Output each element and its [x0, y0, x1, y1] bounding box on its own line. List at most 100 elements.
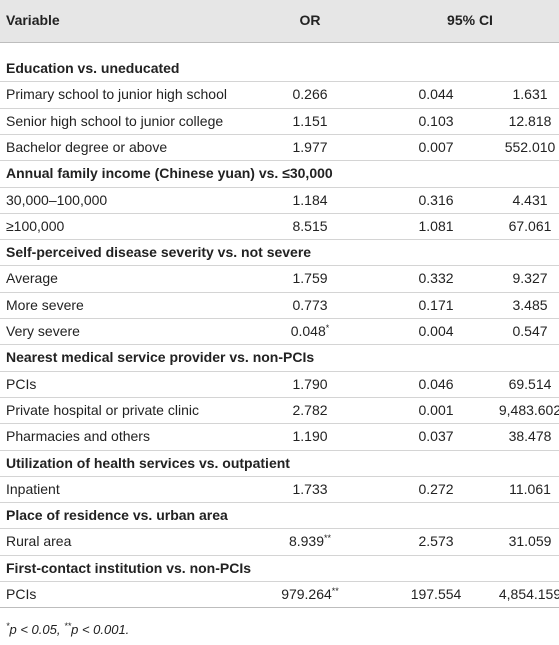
cell: 552.010 [504, 138, 556, 155]
footnote-text: p < 0.001. [71, 622, 130, 638]
cell-value: 0.048 [290, 323, 326, 339]
row-separator [0, 318, 559, 319]
cell: 2.573 [418, 533, 454, 550]
cell: 3.485 [512, 296, 548, 313]
cell: 0.266 [292, 86, 328, 103]
cell: 0.001 [418, 401, 454, 418]
cell: 67.061 [508, 217, 552, 234]
cell: 1.790 [292, 375, 328, 392]
significance-mark: ** [331, 586, 339, 596]
row-label: Very severe [6, 323, 80, 339]
row-separator [0, 554, 559, 556]
section-label: Annual family income (Chinese yuan) vs. … [6, 165, 333, 182]
cell: 38.478 [508, 428, 552, 445]
row-label: Bachelor degree or above [6, 138, 168, 155]
row-separator [0, 581, 559, 582]
row-separator [0, 212, 559, 214]
cell: 0.272 [418, 480, 454, 497]
row-separator [0, 160, 559, 162]
cell: 11.061 [509, 480, 551, 497]
header-cell: OR [299, 12, 321, 28]
row-label: ≥100,000 [6, 217, 65, 234]
cell: 1.977 [292, 138, 328, 155]
cell: 0.044 [418, 86, 454, 103]
cell: 1.733 [292, 480, 328, 497]
cell: 31.059 [508, 533, 552, 550]
footnote-mark: ** [64, 621, 72, 632]
section-label: Nearest medical service provider vs. non… [6, 349, 315, 366]
cell: 1.631 [512, 86, 548, 103]
row-separator [0, 186, 559, 188]
cell: 69.514 [508, 375, 552, 392]
row-separator [0, 81, 559, 83]
cell: 0.007 [418, 138, 454, 155]
header-cell: 95% CI [447, 12, 493, 28]
row-label: Rural area [6, 533, 72, 550]
cell: 9,483.602 [498, 401, 559, 418]
row-label: Average [6, 270, 58, 287]
cell: 0.037 [418, 428, 454, 445]
row-label: Senior high school to junior college [6, 112, 224, 129]
cell: 0.046 [418, 375, 454, 392]
footnote: *p < 0.05, **p < 0.001. [6, 621, 129, 639]
cell-value: 979.264 [281, 586, 332, 602]
cell: 0.103 [418, 112, 454, 129]
cell: 0.171 [418, 296, 454, 313]
cell: 9.327 [512, 270, 548, 287]
cell: 0.048* [291, 322, 330, 340]
row-separator [0, 291, 559, 293]
row-separator [0, 370, 559, 372]
footnote-mark: * [6, 621, 10, 632]
row-separator [0, 239, 559, 241]
cell: 0.773 [292, 296, 328, 313]
cell: 0.332 [418, 270, 454, 287]
cell: 1.759 [292, 270, 328, 287]
row-separator [0, 265, 559, 267]
row-separator [0, 502, 559, 504]
row-label: 30,000–100,000 [6, 191, 108, 208]
cell: 1.081 [418, 217, 454, 234]
cell: 197.554 [410, 586, 462, 602]
row-separator [0, 423, 559, 425]
section-label: Place of residence vs. urban area [6, 507, 228, 524]
footnote-text: p < 0.05, [9, 622, 65, 638]
cell: 979.264** [281, 585, 339, 603]
row-separator [0, 344, 559, 346]
cell: 0.547 [512, 323, 548, 339]
row-separator [0, 449, 559, 451]
significance-mark: ** [324, 533, 332, 544]
header-row [0, 0, 559, 43]
cell: 8.515 [292, 217, 328, 234]
row-label: Primary school to junior high school [6, 86, 227, 103]
row-label: Private hospital or private clinic [6, 401, 199, 418]
cell: 0.004 [418, 323, 454, 339]
cell: 8.939** [289, 532, 331, 550]
row-separator [0, 107, 559, 109]
row-label: Pharmacies and others [6, 428, 150, 445]
section-label: Self-perceived disease severity vs. not … [6, 244, 312, 261]
row-separator [0, 475, 559, 477]
cell: 12.818 [508, 112, 552, 129]
cell: 2.782 [292, 401, 328, 418]
row-label: Inpatient [6, 480, 60, 497]
row-label: PCIs [6, 375, 37, 392]
section-label: Education vs. uneducated [6, 60, 180, 76]
cell: 1.151 [292, 112, 328, 129]
section-label: Utilization of health services vs. outpa… [6, 454, 290, 471]
cell: 0.316 [418, 191, 454, 208]
row-label: More severe [6, 296, 84, 313]
table-bottom-rule [0, 607, 559, 609]
cell: 4,854.159 [498, 586, 559, 602]
header-cell: Variable [6, 12, 60, 28]
row-separator [0, 528, 559, 530]
row-separator [0, 133, 559, 135]
cell-value: 8.939 [288, 533, 325, 550]
section-label: First-contact institution vs. non-PCIs [6, 559, 252, 576]
significance-mark: * [325, 323, 330, 333]
row-separator [0, 396, 559, 398]
row-label: PCIs [6, 586, 37, 602]
cell: 1.190 [292, 428, 328, 445]
cell: 4.431 [512, 191, 548, 208]
cell: 1.184 [292, 191, 328, 208]
